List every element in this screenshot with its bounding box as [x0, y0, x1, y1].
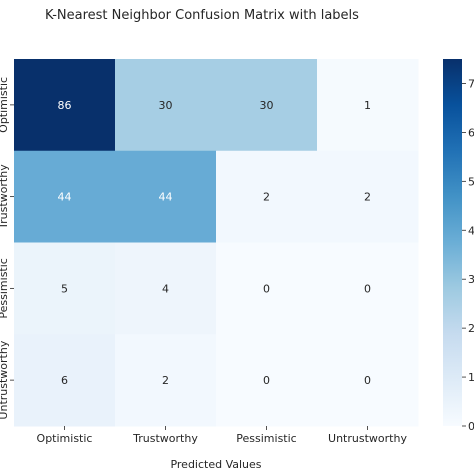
y-tick-label: Optimistic — [0, 77, 10, 133]
heatmap-cell — [14, 59, 116, 152]
cell-value-label: 44 — [159, 191, 173, 204]
x-tick-label: Pessimistic — [236, 432, 296, 445]
colorbar-tick-label: 0 — [468, 420, 474, 433]
cell-value-label: 1 — [364, 99, 371, 112]
cell-value-label: 44 — [58, 191, 72, 204]
colorbar-tick-label: 5 — [468, 175, 474, 188]
x-tick-label: Trustworthy — [132, 432, 198, 445]
heatmap-cell — [115, 242, 217, 335]
heatmap-cell — [216, 334, 318, 427]
cell-value-label: 30 — [260, 99, 274, 112]
cell-value-label: 0 — [263, 374, 270, 387]
heatmap-cell — [216, 242, 318, 335]
heatmap-cell — [317, 59, 419, 152]
x-tick-label: Optimistic — [37, 432, 93, 445]
y-tick-label: Pessimistic — [0, 258, 10, 318]
cell-value-label: 2 — [162, 374, 169, 387]
heatmap-cell — [317, 242, 419, 335]
colorbar-tick-label: 3 — [468, 273, 474, 286]
cell-value-label: 4 — [162, 282, 169, 295]
colorbar-tick-label: 4 — [468, 224, 474, 237]
heatmap-cell — [115, 334, 217, 427]
colorbar-tick-label: 1 — [468, 371, 474, 384]
heatmap-cell — [14, 242, 116, 335]
colorbar-tick-label: 6 — [468, 126, 474, 139]
heatmap-cell-labels: 86 30 30 1 44 44 2 2 5 4 0 0 6 2 0 0 — [58, 99, 372, 387]
heatmap-cell — [14, 150, 116, 243]
x-axis-label: Predicted Values — [170, 458, 261, 471]
y-tick-label: Trustworthy — [0, 164, 10, 230]
colorbar-ticks: 0 1 2 3 4 5 6 7 — [462, 77, 474, 433]
y-tick-labels: Optimistic Trustworthy Pessimistic Untrustw… — [0, 77, 14, 420]
heatmap-cell — [317, 150, 419, 243]
cell-value-label: 2 — [263, 191, 270, 204]
cell-value-label: 6 — [61, 374, 68, 387]
cell-value-label: 30 — [159, 99, 173, 112]
y-tick-label: Untrustworthy — [0, 340, 10, 419]
colorbar-tick-label: 7 — [468, 77, 474, 90]
x-tick-labels: Optimistic Trustworthy Pessimistic Untrustw… — [37, 426, 407, 445]
colorbar-tick-label: 2 — [468, 322, 474, 335]
heatmap-cell — [317, 334, 419, 427]
cell-value-label: 2 — [364, 191, 371, 204]
heatmap-cell — [216, 59, 318, 152]
chart-title: K-Nearest Neighbor Confusion Matrix with… — [45, 8, 359, 23]
heatmap-cells — [14, 59, 419, 427]
heatmap-cell — [115, 150, 217, 243]
cell-value-label: 0 — [364, 374, 371, 387]
cell-value-label: 5 — [61, 282, 68, 295]
cell-value-label: 0 — [364, 282, 371, 295]
heatmap-cell — [14, 334, 116, 427]
heatmap-cell — [216, 150, 318, 243]
heatmap-cell — [115, 59, 217, 152]
cell-value-label: 0 — [263, 282, 270, 295]
cell-value-label: 86 — [58, 99, 72, 112]
x-tick-label: Untrustworthy — [328, 432, 407, 445]
colorbar — [443, 59, 462, 426]
